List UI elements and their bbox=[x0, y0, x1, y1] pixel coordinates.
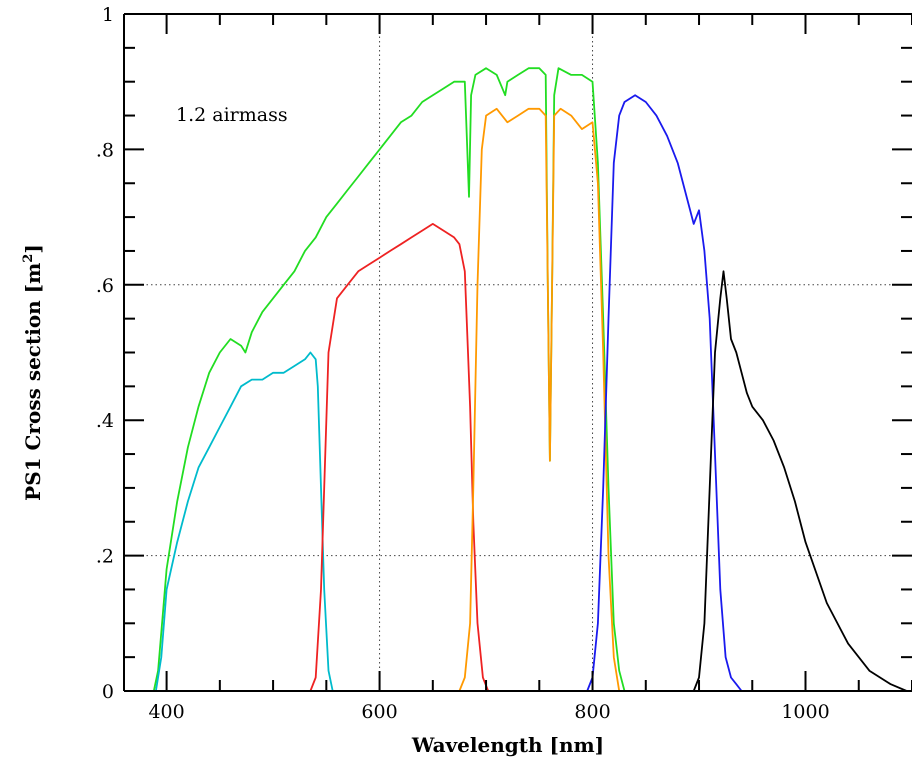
y-tick-label: 1 bbox=[102, 4, 114, 26]
y-tick-label: .4 bbox=[96, 410, 114, 432]
axes bbox=[123, 13, 912, 692]
y-tick-label: 0 bbox=[102, 681, 114, 703]
x-tick-label: 400 bbox=[148, 701, 184, 723]
series-line-3 bbox=[309, 223, 490, 692]
y-tick-label: .8 bbox=[96, 139, 114, 161]
x-tick-label: 800 bbox=[574, 701, 610, 723]
y-tick-label: .2 bbox=[96, 546, 114, 568]
y-axis-title: PS1 Cross section [m2] bbox=[21, 244, 45, 501]
series-line-2 bbox=[155, 351, 334, 692]
series-line-4 bbox=[458, 107, 621, 692]
series-lines bbox=[152, 67, 908, 692]
series-line-6 bbox=[692, 270, 908, 692]
airmass-annotation: 1.2 airmass bbox=[176, 104, 288, 126]
y-axis-title-superscript: 2 bbox=[21, 254, 36, 263]
tick-labels: 400 600 800 1000 0 .2 .4 .6 .8 1 bbox=[96, 4, 830, 723]
series-line-5 bbox=[586, 94, 743, 692]
y-tick-label: .6 bbox=[96, 275, 114, 297]
y-axis-title-close: ] bbox=[21, 244, 45, 253]
x-axis-title: Wavelength [nm] bbox=[411, 733, 604, 757]
series-line-1 bbox=[152, 67, 626, 692]
x-tick-label: 1000 bbox=[781, 701, 829, 723]
y-axis-title-base: PS1 Cross section [m bbox=[21, 263, 45, 501]
x-tick-label: 600 bbox=[361, 701, 397, 723]
